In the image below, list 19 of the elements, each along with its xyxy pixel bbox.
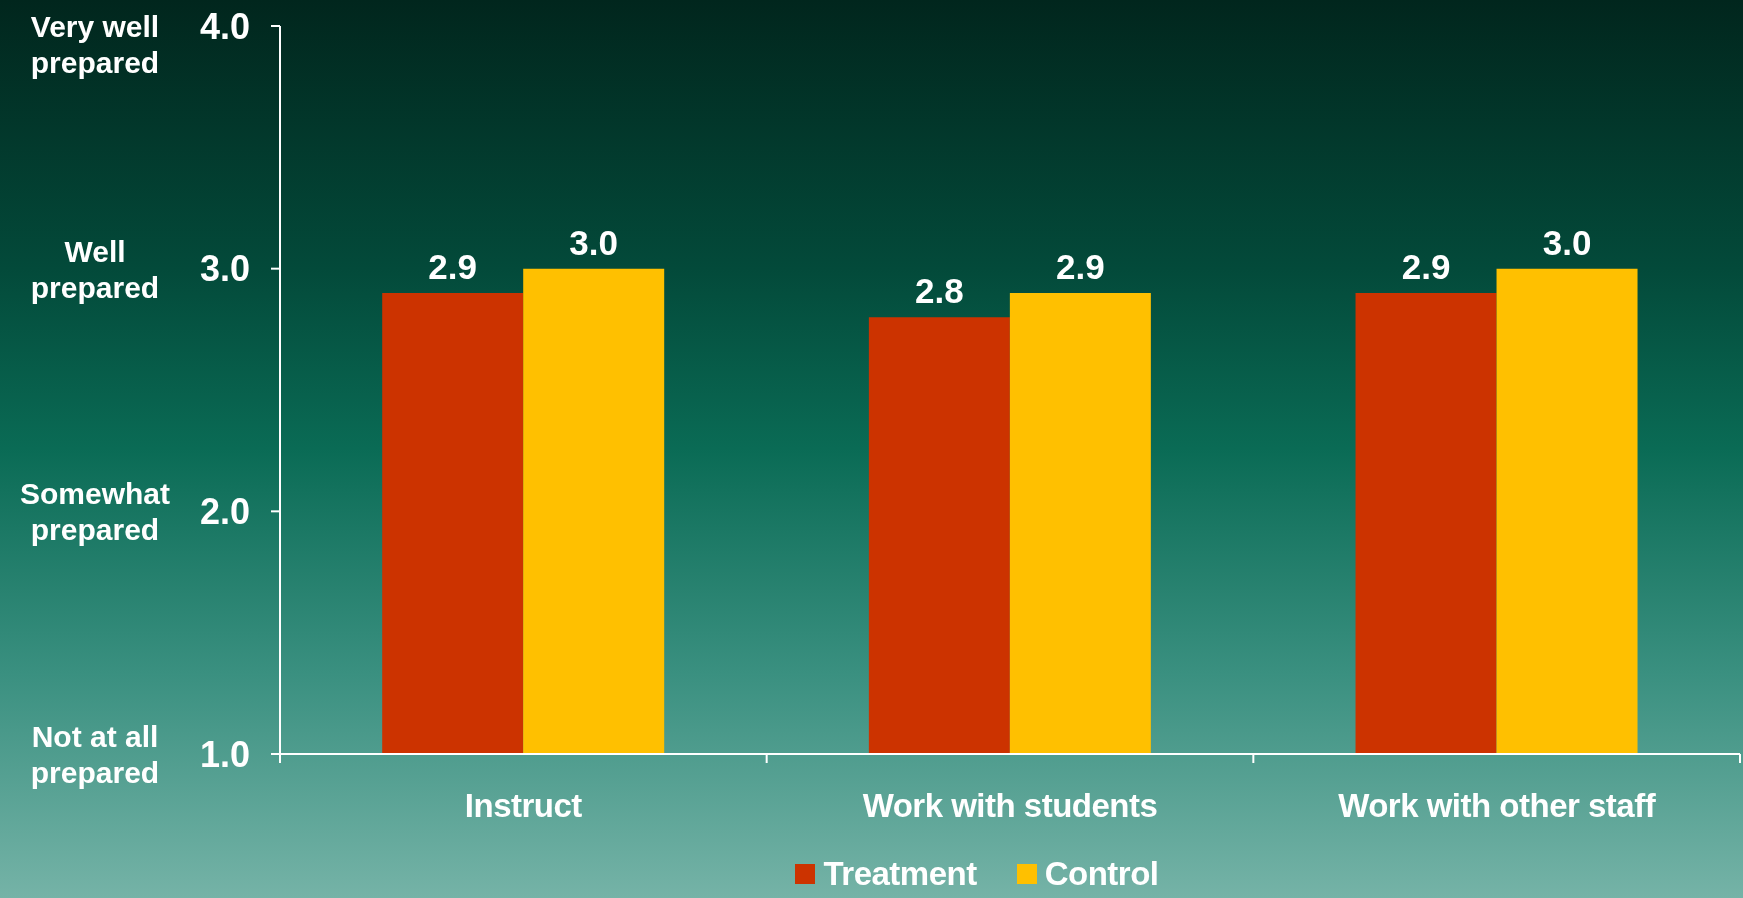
data-label: 3.0 (1542, 222, 1592, 262)
x-tick-label: Work with other staff (1338, 786, 1657, 824)
y-tick-label: 4.0 (199, 5, 250, 47)
legend-label: Control (1044, 854, 1159, 894)
x-tick-label: Work with students (862, 786, 1158, 824)
text: Somewhat prepared (19, 476, 171, 546)
data-label: 2.9 (428, 246, 478, 286)
data-label: 2.9 (1056, 246, 1105, 286)
text: Not at all prepared (30, 719, 160, 789)
y-tick-label: 1.0 (199, 733, 250, 775)
y-tick-label: 3.0 (199, 248, 250, 290)
data-label: 2.9 (1401, 246, 1451, 286)
data-label: 2.8 (915, 271, 964, 311)
x-tick-label: Instruct (464, 786, 583, 824)
legend-label: Treatment (823, 854, 977, 894)
text: Well prepared (30, 234, 160, 304)
data-label: 3.0 (569, 222, 619, 262)
text: Very well prepared (30, 9, 160, 79)
y-tick-label: 2.0 (199, 491, 250, 533)
